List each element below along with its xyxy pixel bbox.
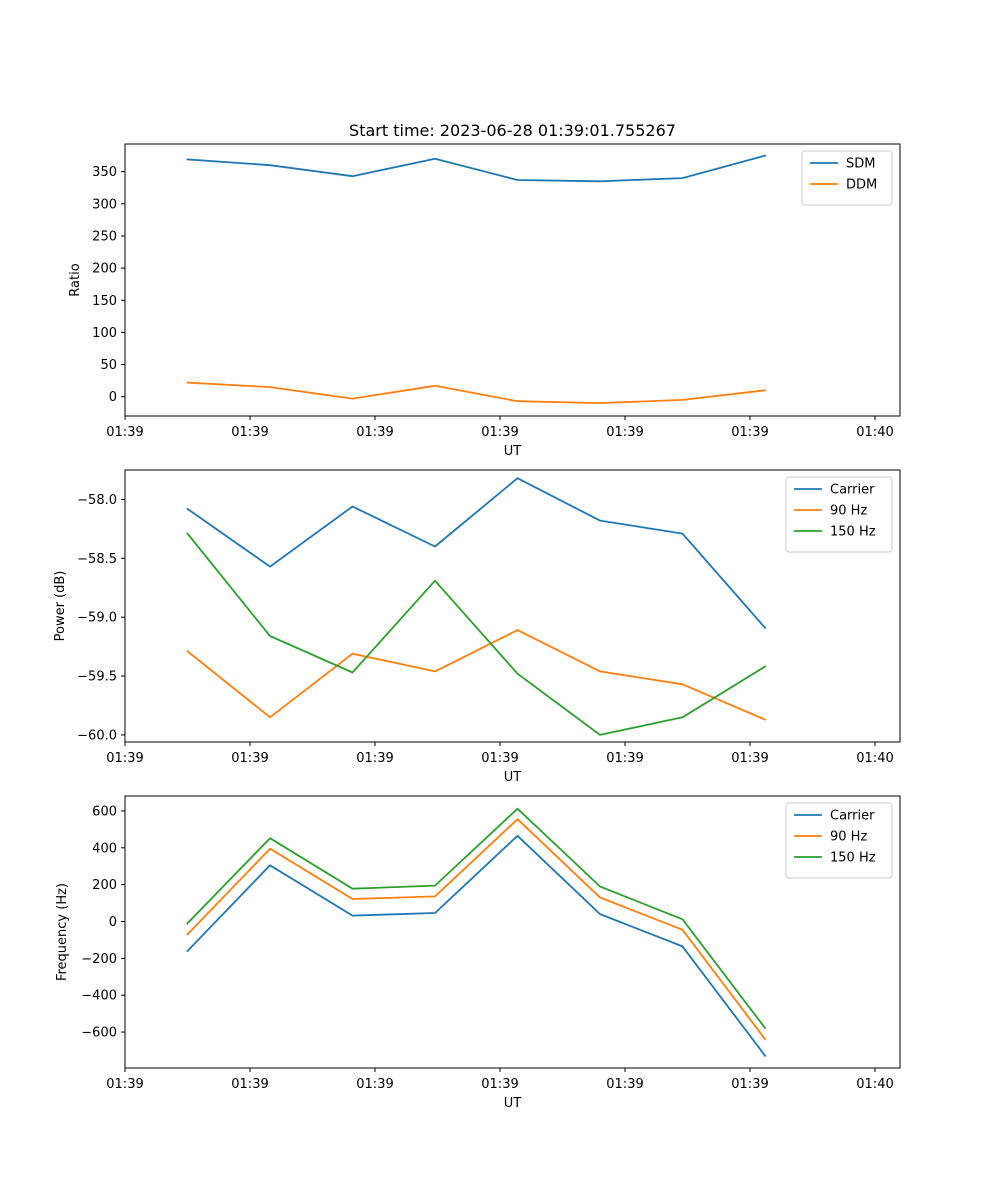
x-tick-label: 01:39: [481, 751, 518, 766]
series-line-150-hz: [186, 532, 767, 736]
plot-area-frame: [124, 795, 901, 1069]
x-tick-label: 01:39: [106, 1077, 143, 1092]
y-tick-label: 400: [92, 841, 117, 856]
series-line-ddm: [186, 381, 766, 405]
series-line-carrier: [186, 834, 767, 1057]
y-axis-label: Power (dB): [53, 571, 68, 642]
y-tick-label: −59.5: [77, 670, 117, 685]
y-tick-label: 100: [92, 326, 117, 341]
chart-panel-3: 01:39 01:39 01:39 01:39 01:39 01:39 01:40 −600 −…: [55, 795, 901, 1111]
y-tick-label: −58.0: [77, 493, 117, 508]
y-tick-label: 50: [100, 358, 117, 373]
y-tick-label: −400: [81, 989, 117, 1004]
y-tick-label: −600: [81, 1026, 117, 1041]
y-tick-label: 250: [92, 229, 117, 244]
series-line-sdm: [186, 154, 767, 183]
x-tick-label: 01:39: [356, 751, 393, 766]
y-tick-label: 150: [92, 294, 117, 309]
y-tick-label: 0: [109, 915, 117, 930]
x-tick-label: 01:39: [481, 1077, 518, 1092]
x-tick-label: 01:39: [606, 425, 643, 440]
series-line-carrier: [186, 477, 767, 630]
x-tick-label: 01:39: [606, 751, 643, 766]
chart-panels: 01:39 01:39 01:39 01:39 01:39 01:39 01:40 0 50 10…: [53, 143, 901, 1111]
series-line-90-hz: [186, 629, 767, 721]
legend-box: [801, 150, 893, 206]
legend-box: [785, 802, 893, 879]
x-tick-label: 01:40: [856, 425, 893, 440]
x-tick-label: 01:39: [731, 425, 768, 440]
legend-box: [785, 476, 893, 553]
y-tick-label: 600: [92, 804, 117, 819]
chart-panel-1: 01:39 01:39 01:39 01:39 01:39 01:39 01:40 0 50 10…: [68, 143, 901, 459]
x-axis-label: UT: [504, 444, 522, 459]
plot-area-frame: [124, 143, 901, 417]
x-tick-label: 01:39: [106, 751, 143, 766]
y-tick-label: 300: [92, 197, 117, 212]
chart-title: Start time: 2023-06-28 01:39:01.755267: [349, 121, 676, 140]
x-axis-label: UT: [504, 1096, 522, 1111]
y-tick-label: −60.0: [77, 728, 117, 743]
y-tick-label: −58.5: [77, 552, 117, 567]
y-tick-label: −59.0: [77, 611, 117, 626]
x-tick-label: 01:40: [856, 1077, 893, 1092]
x-axis-label: UT: [504, 770, 522, 785]
legend-label: 90 Hz: [830, 830, 867, 845]
legend: Carrier 90 Hz 150 Hz: [785, 802, 893, 879]
x-tick-label: 01:39: [231, 751, 268, 766]
y-axis-label: Ratio: [68, 263, 83, 296]
chart-panel-2: 01:39 01:39 01:39 01:39 01:39 01:39 01:40 −60.0…: [53, 469, 901, 785]
y-tick-label: 200: [92, 262, 117, 277]
x-tick-label: 01:39: [356, 1077, 393, 1092]
legend-label: Carrier: [830, 483, 875, 498]
y-tick-label: 350: [92, 165, 117, 180]
x-tick-label: 01:39: [231, 1077, 268, 1092]
y-tick-label: −200: [81, 952, 117, 967]
x-tick-label: 01:39: [356, 425, 393, 440]
x-tick-label: 01:39: [231, 425, 268, 440]
legend: SDM DDM: [801, 150, 893, 206]
x-tick-label: 01:39: [731, 1077, 768, 1092]
x-tick-label: 01:39: [731, 751, 768, 766]
x-tick-label: 01:39: [106, 425, 143, 440]
y-tick-label: 200: [92, 878, 117, 893]
x-tick-label: 01:40: [856, 751, 893, 766]
legend-label: DDM: [846, 178, 877, 193]
legend: Carrier 90 Hz 150 Hz: [785, 476, 893, 553]
plot-area-frame: [124, 469, 901, 743]
x-tick-label: 01:39: [481, 425, 518, 440]
series-line-150-hz: [186, 807, 767, 1030]
legend-label: SDM: [846, 157, 875, 172]
series-line-90-hz: [186, 818, 767, 1041]
legend-label: Carrier: [830, 809, 875, 824]
y-tick-label: 0: [109, 390, 117, 405]
legend-label: 90 Hz: [830, 504, 867, 519]
legend-label: 150 Hz: [830, 525, 876, 540]
x-tick-label: 01:39: [606, 1077, 643, 1092]
y-axis-label: Frequency (Hz): [55, 883, 70, 981]
legend-label: 150 Hz: [830, 851, 876, 866]
